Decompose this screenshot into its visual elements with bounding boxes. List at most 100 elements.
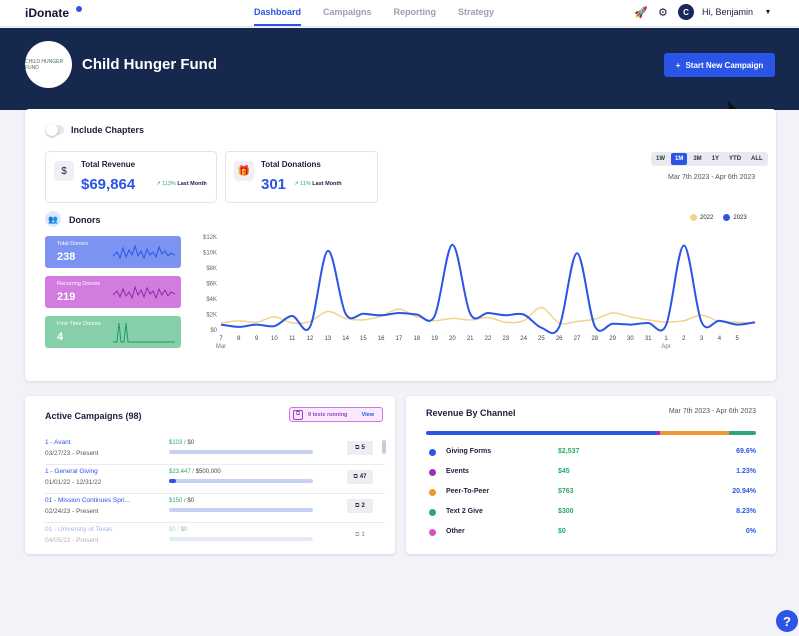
channel-row[interactable]: Peer-To-Peer $763 20.94% (426, 486, 756, 500)
campaign-progress-text: $150 / $0 (169, 498, 195, 504)
y-tick-label: $0 (210, 328, 217, 334)
tab-campaigns[interactable]: Campaigns (323, 7, 372, 17)
campaign-name[interactable]: 01 - Mission Continues Spri... (45, 497, 130, 504)
channel-percent: 0% (745, 528, 756, 535)
org-banner: CHILD HUNGER FUND Child Hunger Fund + St… (0, 28, 799, 110)
recurring-donors-label: Recurring Donors (57, 281, 101, 287)
x-tick-label: 30 (627, 336, 634, 342)
campaign-tests-button[interactable]: ⧉ 5 (347, 441, 373, 455)
date-range-selector: 1W 1M 3M 1Y YTD ALL (651, 152, 768, 166)
revenue-share-segment (728, 431, 756, 435)
plus-icon: + (675, 60, 681, 70)
legend-label-2023: 2023 (733, 214, 747, 221)
revenue-share-segment (426, 431, 656, 435)
total-revenue-delta-label: Last Month (177, 181, 207, 187)
campaign-progress-fill (169, 479, 176, 483)
channel-percent: 69.6% (736, 448, 756, 455)
campaign-row[interactable]: 01 - Mission Continues Spri... 02/24/23 … (45, 494, 385, 523)
channel-percent: 1.23% (736, 468, 756, 475)
channel-name: Text 2 Give (446, 508, 483, 515)
campaign-name[interactable]: 1 - General Giving (45, 468, 98, 475)
tests-icon: ⧉ (355, 502, 360, 509)
total-donors-value: 238 (57, 251, 76, 263)
tab-strategy[interactable]: Strategy (458, 7, 495, 17)
range-3m[interactable]: 3M (693, 156, 702, 162)
trend-up-icon: ↗ (294, 181, 299, 187)
gear-icon[interactable]: ⚙ (658, 6, 668, 19)
campaign-progress-bar (169, 479, 313, 483)
idonate-logo[interactable]: iDonate (25, 6, 70, 20)
first-time-donors-value: 4 (57, 331, 64, 343)
recurring-donors-card[interactable]: Recurring Donors 219 (45, 276, 181, 308)
dashboard-card: Include Chapters $ Total Revenue $69,864… (25, 109, 776, 381)
start-new-campaign-button[interactable]: + Start New Campaign (664, 53, 775, 77)
channel-amount: $2,537 (558, 448, 580, 455)
first-time-donors-card[interactable]: First-Time Donors 4 (45, 316, 181, 348)
x-tick-label: 11 (289, 336, 296, 342)
y-tick-label: $12K (203, 235, 217, 241)
campaign-row[interactable]: 01 - University of Texas 04/05/23 - Pres… (45, 523, 385, 552)
user-greeting[interactable]: Hi, Benjamin (701, 7, 753, 17)
y-tick-label: $8K (206, 266, 217, 272)
total-revenue-card: $ Total Revenue $69,864 ↗ 113% Last Mont… (45, 151, 217, 203)
x-tick-label: 18 (413, 336, 420, 342)
x-month-label: Mar (216, 344, 226, 350)
campaign-goal: $500,000 (195, 469, 221, 475)
campaign-progress-bar (169, 537, 313, 541)
recurring-donors-sparkline (113, 285, 175, 300)
revenue-by-channel-card: Revenue By Channel Mar 7th 2023 - Apr 6t… (406, 396, 776, 554)
legend-dot-2022 (690, 214, 697, 221)
range-ytd[interactable]: YTD (729, 156, 742, 162)
campaigns-scrollbar[interactable] (382, 440, 386, 454)
channel-name: Other (446, 528, 465, 535)
avatar[interactable]: C (677, 4, 694, 20)
campaign-tests-button[interactable]: ⧉ 2 (347, 499, 373, 513)
x-tick-label: 10 (271, 336, 278, 342)
first-time-donors-sparkline (113, 322, 175, 343)
channel-row[interactable]: Other $0 0% (426, 526, 756, 540)
chevron-down-icon[interactable]: ▼ (764, 8, 772, 16)
x-tick-label: 28 (591, 336, 598, 342)
x-tick-label: 21 (467, 336, 474, 342)
channel-row[interactable]: Events $45 1.23% (426, 466, 756, 480)
range-1y[interactable]: 1Y (711, 156, 720, 162)
x-tick-label: 17 (396, 336, 403, 342)
campaign-name[interactable]: 1 - Avant (45, 439, 71, 446)
channel-name: Giving Forms (446, 448, 492, 455)
range-1m[interactable]: 1M (671, 153, 688, 165)
campaign-name[interactable]: 01 - University of Texas (45, 526, 113, 533)
legend-item-2022[interactable]: 2022 (690, 214, 713, 221)
channel-row[interactable]: Giving Forms $2,537 69.6% (426, 446, 756, 460)
campaign-goal: $0 (187, 498, 195, 504)
legend-item-2023[interactable]: 2023 (723, 214, 747, 221)
campaign-progress-bar (169, 508, 313, 512)
revenue-share-bar (426, 431, 756, 435)
tests-icon: ⧉ (353, 473, 358, 480)
help-button[interactable]: ? (776, 610, 798, 632)
total-donations-delta-pct: 11% (300, 181, 311, 187)
x-tick-label: 31 (645, 336, 652, 342)
total-donors-card[interactable]: Total Donors 238 (45, 236, 181, 268)
channel-amount: $300 (558, 508, 574, 515)
campaign-tests-count: 2 (361, 503, 365, 509)
rocket-icon[interactable]: 🚀 (634, 6, 648, 19)
channel-amount: $0 (558, 528, 566, 535)
tab-dashboard[interactable]: Dashboard (254, 7, 302, 26)
total-revenue-delta-pct: 113% (162, 181, 176, 187)
x-tick-label: 16 (378, 336, 385, 342)
x-tick-label: 15 (360, 336, 367, 342)
campaign-row[interactable]: 1 - Avant 03/27/23 - Present $103 / $0 ⧉… (45, 436, 385, 465)
include-chapters-toggle[interactable] (46, 124, 64, 136)
range-all[interactable]: ALL (751, 156, 763, 162)
view-tests-link[interactable]: View (361, 411, 374, 418)
info-icon[interactable] (76, 6, 82, 12)
channel-row[interactable]: Text 2 Give $300 8.23% (426, 506, 756, 520)
channel-dot (429, 509, 436, 516)
total-donations-delta: ↗ 11% Last Month (294, 181, 342, 187)
range-1w[interactable]: 1W (656, 156, 665, 162)
first-time-donors-label: First-Time Donors (57, 321, 101, 327)
campaign-row[interactable]: 1 - General Giving 01/01/22 - 12/31/22 $… (45, 465, 385, 494)
tab-reporting[interactable]: Reporting (393, 7, 437, 17)
campaign-tests-button[interactable]: ⧉ 47 (347, 470, 373, 484)
campaign-tests-button[interactable]: ⧉ 1 (347, 528, 373, 542)
